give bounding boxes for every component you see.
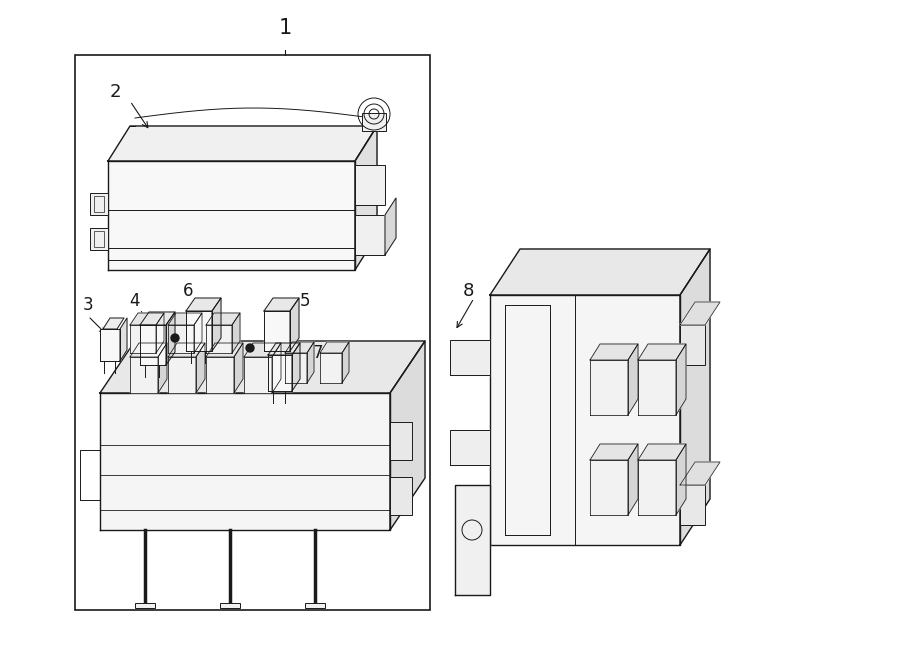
Polygon shape bbox=[455, 485, 490, 595]
Text: 4: 4 bbox=[130, 292, 140, 310]
Polygon shape bbox=[638, 344, 686, 360]
Polygon shape bbox=[680, 249, 710, 545]
Text: 2: 2 bbox=[109, 83, 121, 101]
Polygon shape bbox=[234, 343, 243, 393]
Polygon shape bbox=[628, 344, 638, 415]
Polygon shape bbox=[103, 318, 124, 329]
Polygon shape bbox=[355, 126, 377, 270]
Polygon shape bbox=[100, 341, 425, 393]
Polygon shape bbox=[130, 325, 156, 353]
Polygon shape bbox=[450, 430, 490, 465]
Polygon shape bbox=[168, 343, 205, 357]
Polygon shape bbox=[140, 325, 166, 365]
Polygon shape bbox=[196, 343, 205, 393]
Polygon shape bbox=[100, 393, 390, 530]
Polygon shape bbox=[490, 295, 680, 545]
Circle shape bbox=[171, 334, 179, 342]
Polygon shape bbox=[168, 357, 196, 393]
Polygon shape bbox=[244, 343, 281, 357]
Polygon shape bbox=[130, 313, 164, 325]
Polygon shape bbox=[130, 343, 167, 357]
Bar bbox=[390, 477, 412, 515]
Polygon shape bbox=[206, 313, 240, 325]
Polygon shape bbox=[590, 360, 628, 415]
Polygon shape bbox=[158, 343, 167, 393]
Polygon shape bbox=[268, 355, 292, 391]
Text: 7: 7 bbox=[313, 344, 323, 362]
Polygon shape bbox=[676, 444, 686, 515]
Polygon shape bbox=[120, 318, 127, 361]
Polygon shape bbox=[206, 325, 232, 353]
Polygon shape bbox=[108, 161, 355, 270]
Text: 3: 3 bbox=[83, 296, 94, 314]
Polygon shape bbox=[206, 357, 234, 393]
Polygon shape bbox=[638, 444, 686, 460]
Polygon shape bbox=[628, 444, 638, 515]
Polygon shape bbox=[186, 298, 221, 311]
Polygon shape bbox=[108, 126, 377, 161]
Bar bbox=[94, 231, 104, 247]
Bar bbox=[94, 196, 104, 212]
Polygon shape bbox=[390, 341, 425, 530]
Polygon shape bbox=[680, 462, 720, 485]
Polygon shape bbox=[206, 343, 243, 357]
Bar bbox=[90, 193, 108, 215]
Bar bbox=[680, 485, 705, 525]
Polygon shape bbox=[450, 340, 490, 375]
Polygon shape bbox=[168, 325, 194, 353]
Polygon shape bbox=[320, 342, 349, 353]
Bar bbox=[390, 422, 412, 460]
Bar bbox=[90, 228, 108, 250]
Text: 5: 5 bbox=[300, 292, 310, 310]
Polygon shape bbox=[490, 249, 710, 295]
Polygon shape bbox=[156, 313, 164, 353]
Polygon shape bbox=[212, 298, 221, 351]
Bar bbox=[362, 113, 386, 131]
Polygon shape bbox=[676, 344, 686, 415]
Polygon shape bbox=[385, 198, 396, 255]
Polygon shape bbox=[168, 313, 202, 325]
Bar bbox=[355, 215, 385, 255]
Polygon shape bbox=[100, 329, 120, 361]
Polygon shape bbox=[285, 342, 314, 353]
Polygon shape bbox=[186, 311, 212, 351]
Polygon shape bbox=[272, 343, 281, 393]
Polygon shape bbox=[638, 360, 676, 415]
Bar bbox=[305, 603, 325, 608]
Polygon shape bbox=[320, 353, 342, 383]
Polygon shape bbox=[232, 313, 240, 353]
Text: 1: 1 bbox=[278, 18, 292, 38]
Polygon shape bbox=[264, 311, 290, 351]
Polygon shape bbox=[140, 312, 175, 325]
Bar bbox=[75, 55, 430, 610]
Polygon shape bbox=[292, 343, 300, 391]
Polygon shape bbox=[307, 342, 314, 383]
Text: 6: 6 bbox=[183, 282, 194, 300]
Bar bbox=[220, 603, 240, 608]
Polygon shape bbox=[285, 353, 307, 383]
Polygon shape bbox=[342, 342, 349, 383]
Polygon shape bbox=[130, 357, 158, 393]
Polygon shape bbox=[166, 312, 175, 365]
Polygon shape bbox=[590, 444, 638, 460]
Polygon shape bbox=[590, 344, 638, 360]
Circle shape bbox=[246, 344, 254, 352]
Polygon shape bbox=[638, 460, 676, 515]
Polygon shape bbox=[590, 460, 628, 515]
Polygon shape bbox=[290, 298, 299, 351]
Polygon shape bbox=[680, 302, 720, 325]
Bar bbox=[355, 165, 385, 205]
Bar bbox=[680, 325, 705, 365]
Polygon shape bbox=[194, 313, 202, 353]
Bar bbox=[135, 603, 155, 608]
Text: 8: 8 bbox=[463, 282, 473, 300]
Polygon shape bbox=[268, 343, 300, 355]
Polygon shape bbox=[244, 357, 272, 393]
Polygon shape bbox=[264, 298, 299, 311]
